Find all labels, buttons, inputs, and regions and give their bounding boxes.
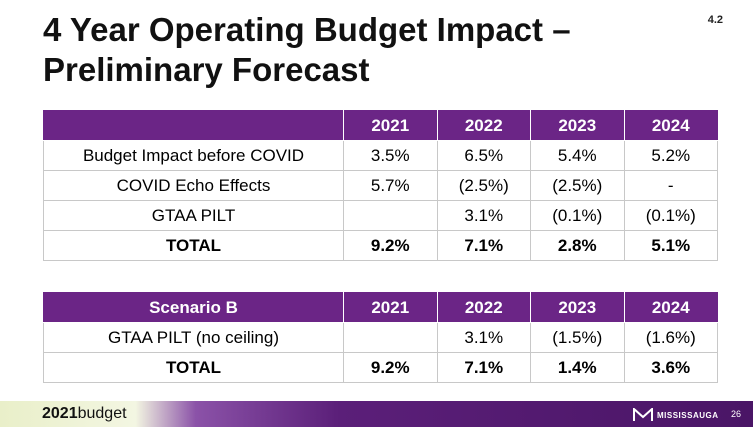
table-header-row: Scenario B 2021 2022 2023 2024 — [43, 292, 718, 323]
table-cell: (1.5%) — [530, 322, 625, 353]
total-cell: 7.1% — [436, 230, 531, 261]
slide-title: 4 Year Operating Budget Impact – Prelimi… — [43, 10, 643, 90]
row-label: Budget Impact before COVID — [43, 140, 344, 171]
header-cell-2023: 2023 — [530, 110, 625, 141]
budget-year: 2021 — [42, 405, 78, 422]
mississauga-logo: MISSISSAUGA — [633, 407, 719, 423]
table-row: GTAA PILT 3.1% (0.1%) (0.1%) — [43, 200, 718, 231]
header-cell-2021: 2021 — [343, 292, 438, 323]
header-cell-2024: 2024 — [623, 292, 718, 323]
total-cell: 1.4% — [530, 352, 625, 383]
table-cell: (0.1%) — [530, 200, 625, 231]
table-cell: 3.1% — [436, 200, 531, 231]
slide-title-line-2: Preliminary Forecast — [43, 51, 370, 88]
table-cell: (2.5%) — [530, 170, 625, 201]
total-cell: 3.6% — [623, 352, 718, 383]
header-cell-2024: 2024 — [623, 110, 718, 141]
total-cell: 2.8% — [530, 230, 625, 261]
slide-reference: 4.2 — [707, 14, 723, 26]
table-cell: (2.5%) — [436, 170, 531, 201]
table-cell: 3.5% — [343, 140, 438, 171]
budget-word: budget — [77, 405, 127, 422]
logo-text: MISSISSAUGA — [657, 410, 719, 420]
total-row: TOTAL 9.2% 7.1% 2.8% 5.1% — [43, 230, 718, 261]
table-cell — [343, 322, 438, 353]
scenario-b-table: Scenario B 2021 2022 2023 2024 GTAA PILT… — [43, 292, 718, 383]
budget-wordmark: 2021budget — [42, 405, 127, 423]
header-cell — [43, 110, 344, 141]
table-cell: 5.4% — [530, 140, 625, 171]
total-cell: 5.1% — [623, 230, 718, 261]
table-cell: 5.2% — [623, 140, 718, 171]
row-label: GTAA PILT (no ceiling) — [43, 322, 344, 353]
scenario-header-cell: Scenario B — [43, 292, 344, 323]
total-cell: 7.1% — [436, 352, 531, 383]
mississauga-logo-icon — [633, 408, 653, 421]
table-row: COVID Echo Effects 5.7% (2.5%) (2.5%) - — [43, 170, 718, 201]
table-cell: 5.7% — [343, 170, 438, 201]
table-cell: (0.1%) — [623, 200, 718, 231]
table-cell — [343, 200, 438, 231]
total-label: TOTAL — [43, 230, 344, 261]
table-cell: (1.6%) — [623, 322, 718, 353]
table-row: GTAA PILT (no ceiling) 3.1% (1.5%) (1.6%… — [43, 322, 718, 353]
header-cell-2023: 2023 — [530, 292, 625, 323]
budget-impact-table: 2021 2022 2023 2024 Budget Impact before… — [43, 110, 718, 261]
total-label: TOTAL — [43, 352, 344, 383]
header-cell-2021: 2021 — [343, 110, 438, 141]
table-header-row: 2021 2022 2023 2024 — [43, 110, 718, 141]
row-label: GTAA PILT — [43, 200, 344, 231]
table-row: Budget Impact before COVID 3.5% 6.5% 5.4… — [43, 140, 718, 171]
total-cell: 9.2% — [343, 230, 438, 261]
slide-title-line-1: 4 Year Operating Budget Impact – — [43, 11, 571, 48]
page-number: 26 — [730, 409, 741, 419]
header-cell-2022: 2022 — [436, 110, 531, 141]
table-cell: 3.1% — [436, 322, 531, 353]
total-row: TOTAL 9.2% 7.1% 1.4% 3.6% — [43, 352, 718, 383]
total-cell: 9.2% — [343, 352, 438, 383]
header-cell-2022: 2022 — [436, 292, 531, 323]
table-cell: 6.5% — [436, 140, 531, 171]
footer-bar: 2021budget MISSISSAUGA 26 — [0, 401, 753, 427]
row-label: COVID Echo Effects — [43, 170, 344, 201]
table-cell: - — [623, 170, 718, 201]
